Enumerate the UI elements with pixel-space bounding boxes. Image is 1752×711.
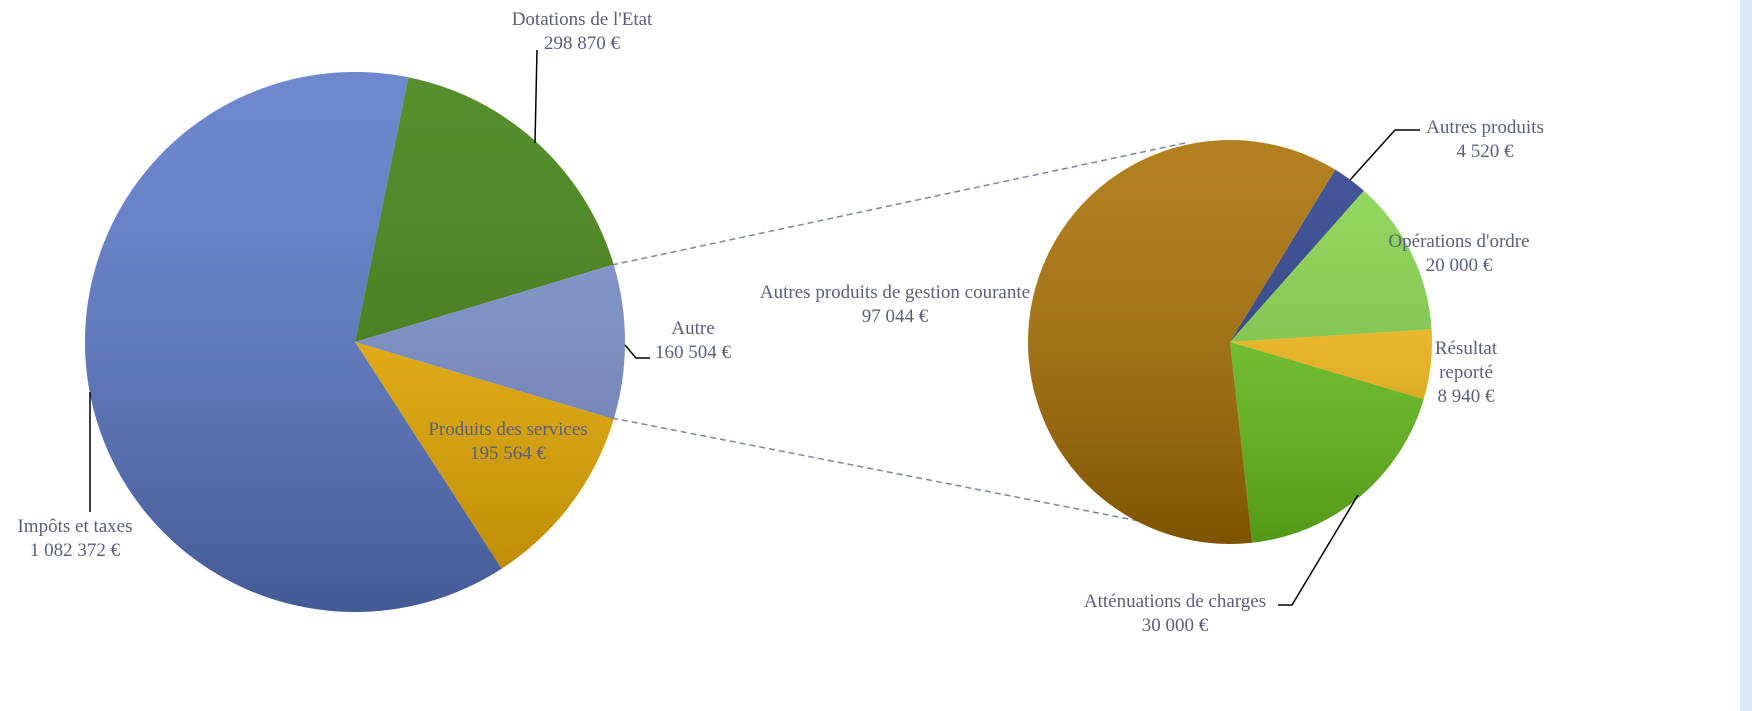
- slice-label: 30 000 €: [1141, 615, 1209, 636]
- connector: [611, 417, 1186, 531]
- slice-label: 298 870 €: [544, 33, 620, 54]
- slice-label: Autres produits: [1426, 117, 1544, 138]
- slice-label: 97 044 €: [861, 306, 929, 327]
- leader-line: [1349, 129, 1420, 181]
- slice-label: 8 940 €: [1437, 386, 1495, 407]
- slice-label: 20 000 €: [1425, 255, 1493, 276]
- slice-label: Opérations d'ordre: [1388, 231, 1530, 252]
- side-strip: [1740, 0, 1752, 711]
- slice-label: 4 520 €: [1456, 141, 1514, 162]
- slice-label: 160 504 €: [655, 342, 731, 363]
- slice-label: Autre: [671, 318, 715, 339]
- slice-label: Dotations de l'Etat: [511, 9, 653, 30]
- slice-label: Produits des services: [428, 419, 588, 440]
- leader-line: [624, 344, 650, 359]
- slice-label: Autres produits de gestion courante: [759, 282, 1031, 303]
- leader-line: [534, 49, 538, 144]
- slice-label: Impôts et taxes: [17, 516, 133, 537]
- leader-line: [1278, 494, 1359, 606]
- slice-label: Atténuations de charges: [1083, 591, 1267, 612]
- slice-label: 195 564 €: [470, 443, 546, 464]
- slice-label: 1 082 372 €: [29, 540, 121, 561]
- slice-label: Résultat reporté: [1434, 338, 1498, 383]
- connector: [611, 142, 1186, 266]
